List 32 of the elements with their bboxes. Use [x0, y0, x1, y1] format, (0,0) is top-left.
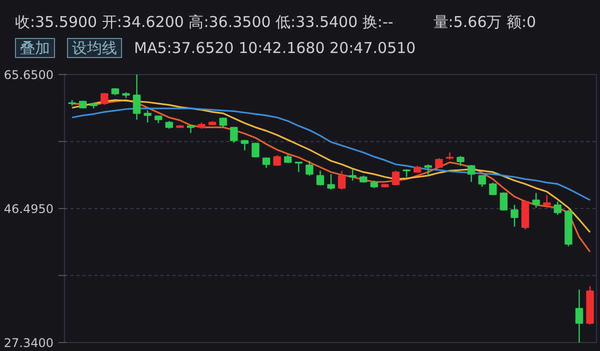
candlestick — [316, 170, 324, 186]
candlestick — [100, 92, 108, 106]
candlestick — [294, 162, 303, 173]
y-tick-label: 65.6500 — [4, 68, 54, 82]
candlestick — [219, 116, 227, 128]
candlestick — [467, 164, 476, 182]
candlestick — [510, 204, 518, 228]
y-tick-label: 27.3400 — [4, 336, 54, 350]
candlestick — [446, 152, 454, 160]
candlestick — [554, 200, 562, 216]
candlestick — [230, 126, 238, 144]
candlestick — [144, 110, 152, 124]
candlestick — [392, 170, 400, 186]
candlestick — [327, 174, 335, 190]
text: MA5:37.6520 10:42.1680 20:47.0510 — [134, 39, 416, 57]
candlestick — [132, 74, 141, 120]
candlestick — [489, 182, 497, 196]
candlestick — [575, 289, 584, 342]
candlestick — [306, 160, 314, 176]
candlestick — [543, 194, 551, 208]
text: 叠加 — [15, 38, 55, 58]
candlestick — [273, 154, 281, 166]
candlestick — [532, 192, 540, 208]
candlestick — [338, 170, 346, 190]
text: 收:35.5900 开:34.6200 高:36.3500 低:33.5400 换:-- — [15, 13, 394, 31]
text: 量:5.66万 额:0 — [433, 13, 536, 31]
candlestick — [348, 168, 356, 182]
y-tick-label: 46.4950 — [4, 202, 54, 216]
text: 设均线 — [67, 38, 122, 58]
candlestick — [456, 155, 464, 166]
candlestick — [435, 157, 443, 168]
candlestick — [252, 142, 260, 158]
